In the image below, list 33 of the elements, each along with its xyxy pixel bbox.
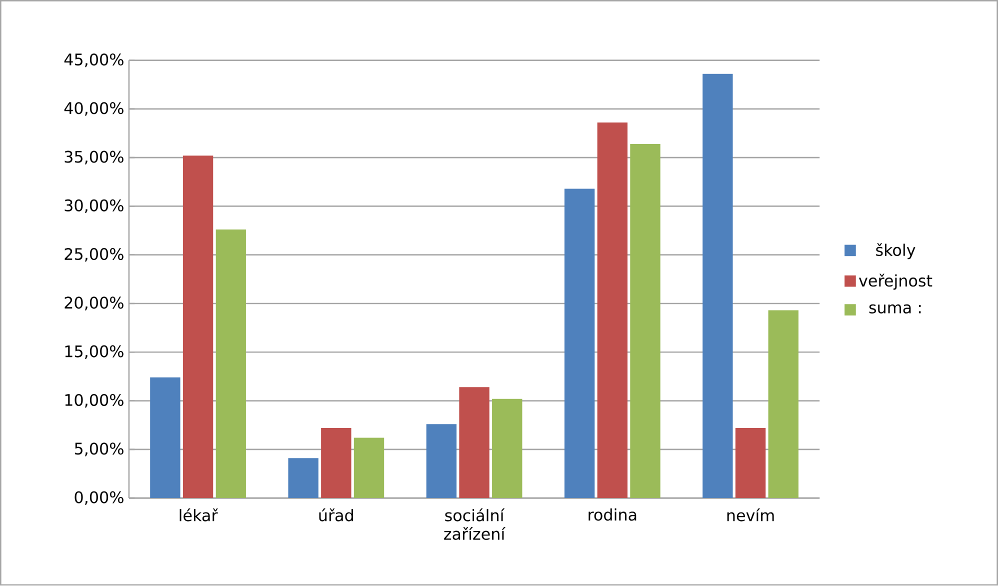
x-tick-label: lékař [180, 508, 218, 522]
bar [597, 122, 628, 498]
y-tick-label: 35,00% [64, 150, 124, 165]
bar [216, 230, 246, 498]
x-tick-label: nevím [727, 508, 774, 522]
legend-label: veřejnost [859, 274, 932, 290]
x-tick-label: sociální zařízení [444, 508, 506, 540]
y-tick-label: 30,00% [64, 200, 124, 214]
bar [630, 144, 660, 498]
legend-label: suma : [869, 304, 921, 314]
bar [321, 428, 352, 498]
x-tick-label: rodina [588, 508, 636, 521]
y-tick-label: 40,00% [64, 102, 124, 116]
bar [150, 378, 180, 498]
x-tick-label: úřad [319, 508, 353, 522]
y-tick-label: 10,00% [65, 394, 124, 408]
bar [702, 74, 733, 498]
bar [459, 387, 490, 498]
bar [768, 310, 798, 498]
y-tick-label: 45,00% [64, 54, 124, 68]
bar [182, 156, 214, 498]
legend-label: školy [876, 243, 916, 260]
y-tick-label: 20,00% [64, 296, 124, 311]
bar [735, 428, 766, 498]
y-tick-label: 25,00% [64, 248, 124, 262]
bar [492, 399, 522, 498]
y-tick-label: 5,00% [74, 442, 124, 456]
bar [564, 188, 595, 498]
y-tick-label: 15,00% [65, 346, 124, 360]
y-tick-label: 0,00% [74, 491, 124, 506]
bar [426, 424, 457, 498]
bar [288, 458, 318, 498]
bar [354, 438, 384, 498]
